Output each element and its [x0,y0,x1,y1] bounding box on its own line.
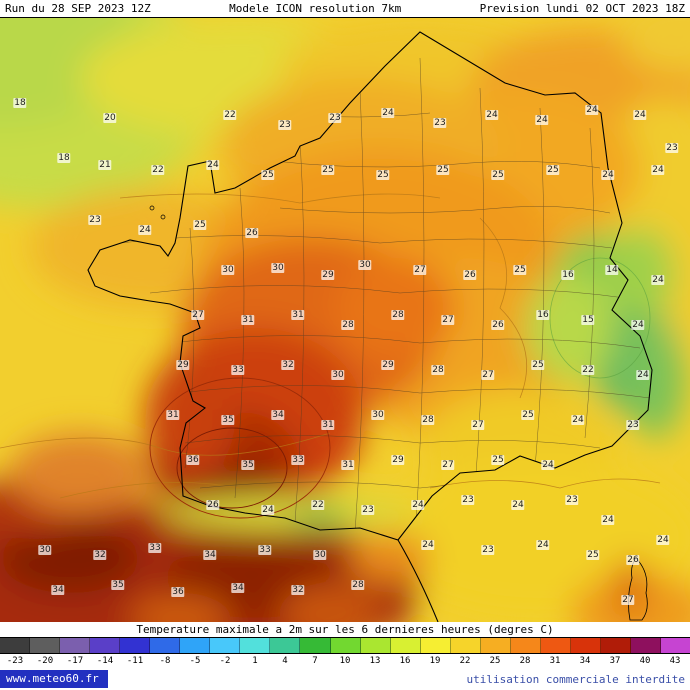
scale-color-cell [330,638,361,653]
scale-tick-label: 22 [459,656,471,666]
scale-color-cell [630,638,662,653]
temperature-field-blobs [0,18,690,622]
scale-color-cell [510,638,541,653]
run-label: Run du 28 SEP 2023 12Z [5,2,151,15]
scale-color-cell [570,638,601,653]
country-borders [87,31,653,622]
scale-tick-label: -11 [126,656,144,666]
scale-tick-label: 43 [669,656,681,666]
scale-tick-label: -14 [96,656,114,666]
scale-tick-label: -20 [36,656,54,666]
scale-tick-label: 19 [429,656,441,666]
scale-tick-label: 25 [489,656,501,666]
footer: Temperature maximale a 2m sur les 6 dern… [0,622,690,690]
hot-zone-contours [149,257,651,519]
scale-color-cell [120,638,151,653]
scale-color-cell [180,638,211,653]
department-borders [119,57,651,539]
scale-tick-label: 40 [639,656,651,666]
scale-color-cell [420,638,451,653]
scale-tick-label: 31 [549,656,561,666]
scale-tick-label: -23 [6,656,24,666]
scale-tick-label: 10 [339,656,351,666]
scale-color-cell [0,638,31,653]
model-label: Modele ICON resolution 7km [229,2,402,15]
prevision-label: Prevision lundi 02 OCT 2023 18Z [479,2,685,15]
scale-tick-label: 7 [312,656,318,666]
scale-color-cell [390,638,421,653]
map-svg [0,18,690,622]
scale-color-cell [270,638,301,653]
header-bar: Run du 28 SEP 2023 12Z Modele ICON resol… [0,0,690,18]
scale-color-cell [90,638,121,653]
scale-color-cell [210,638,241,653]
scale-tick-label: -17 [66,656,84,666]
scale-tick-label: -5 [189,656,201,666]
scale-color-cell [480,638,511,653]
scale-tick-label: 34 [579,656,591,666]
isotherm-contours [0,193,661,499]
scale-tick-label: -8 [159,656,171,666]
scale-tick-label: -2 [219,656,231,666]
scale-color-cell [240,638,271,653]
scale-color-cell [30,638,61,653]
scale-color-cell [450,638,481,653]
scale-color-cell [150,638,181,653]
temperature-map: 18 18 20 22 23 23 24 23 24 24 24 24 23 21 22 24 25 25 25 25… [0,18,690,622]
map-caption: Temperature maximale a 2m sur les 6 dern… [0,622,690,638]
scale-color-cell [540,638,571,653]
scale-tick-label: 1 [252,656,258,666]
scale-ticks: -23 -20 -17 -14 -11 -8 -5 -2 1 4 7 10 13 16 19 22 25 28 31… [0,654,690,668]
scale-tick-label: 4 [282,656,288,666]
scale-color-cell [360,638,391,653]
scale-color-cell [300,638,331,653]
site-link[interactable]: www.meteo60.fr [0,670,108,688]
commercial-notice: utilisation commerciale interdite [466,672,685,686]
scale-color-cell [661,638,690,653]
scale-tick-label: 28 [519,656,531,666]
scale-tick-label: 13 [369,656,381,666]
color-scale-bar [0,638,690,654]
scale-color-cell [60,638,91,653]
scale-tick-label: 37 [609,656,621,666]
scale-color-cell [600,638,631,653]
bottom-row: www.meteo60.fr utilisation commerciale i… [0,668,690,690]
scale-tick-label: 16 [399,656,411,666]
